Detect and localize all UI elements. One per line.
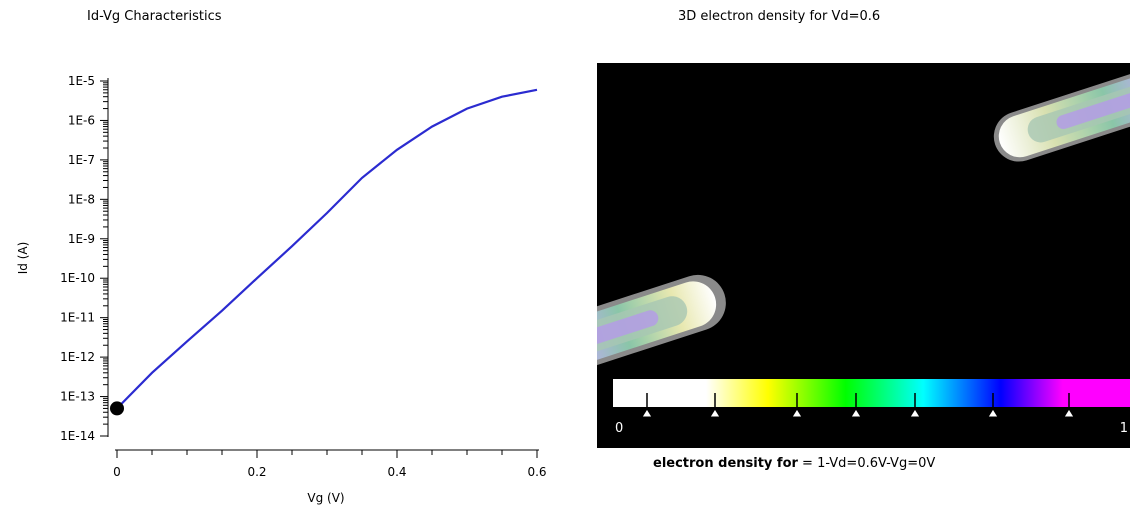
colorbar-handle[interactable] — [850, 408, 862, 418]
caption-rest: = 1-Vd=0.6V-Vg=0V — [797, 456, 936, 471]
x-tick-label: 0.4 — [387, 465, 406, 479]
series-line-0 — [116, 88, 538, 410]
colorbar-min-label: 0 — [615, 421, 624, 436]
colorbar-handle[interactable] — [641, 408, 653, 418]
colorbar — [613, 379, 1130, 407]
x-tick-label: 0 — [113, 465, 121, 479]
density-visualization: 0 1 — [597, 63, 1130, 448]
y-tick-label: 1E-12 — [60, 350, 95, 364]
y-tick-label: 1E-13 — [60, 390, 95, 404]
density-caption: electron density for = 1-Vd=0.6V-Vg=0V — [653, 456, 935, 471]
y-tick-label: 1E-10 — [60, 271, 95, 285]
y-tick-label: 1E-11 — [60, 311, 95, 325]
colorbar-handle[interactable] — [791, 408, 803, 418]
y-tick-label: 1E-6 — [68, 113, 95, 127]
colorbar-max-label: 1 — [1119, 421, 1128, 436]
colorbar-handle[interactable] — [1063, 408, 1075, 418]
colorbar-handles — [641, 393, 1075, 418]
caption-bold: electron density for — [653, 456, 798, 471]
operating-point-marker — [110, 401, 124, 416]
x-tick-label: 0.2 — [247, 465, 266, 479]
y-tick-label: 1E-14 — [60, 429, 95, 443]
left-chart-title: Id-Vg Characteristics — [87, 9, 222, 24]
y-tick-label: 1E-7 — [68, 153, 95, 167]
id-vg-plot: 1E-14 1E-13 1E-12 1E-11 1E-10 1E-9 1E-8 1E-7 1E-… — [16, 74, 547, 505]
right-chart-title: 3D electron density for Vd=0.6 — [678, 9, 881, 24]
density-lobe-source — [597, 274, 726, 367]
density-render — [597, 71, 1130, 418]
colorbar-handle[interactable] — [909, 408, 921, 418]
y-tick-label: 1E-5 — [68, 74, 95, 88]
density-lobe-drain — [993, 71, 1130, 162]
y-tick-label: 1E-9 — [68, 232, 95, 246]
x-tick-label: 0.6 — [527, 465, 546, 479]
y-tick-label: 1E-8 — [68, 192, 95, 206]
colorbar-handle[interactable] — [709, 408, 721, 418]
colorbar-handle[interactable] — [987, 408, 999, 418]
x-axis-label: Vg (V) — [307, 491, 344, 505]
y-axis-label: Id (A) — [16, 242, 30, 275]
